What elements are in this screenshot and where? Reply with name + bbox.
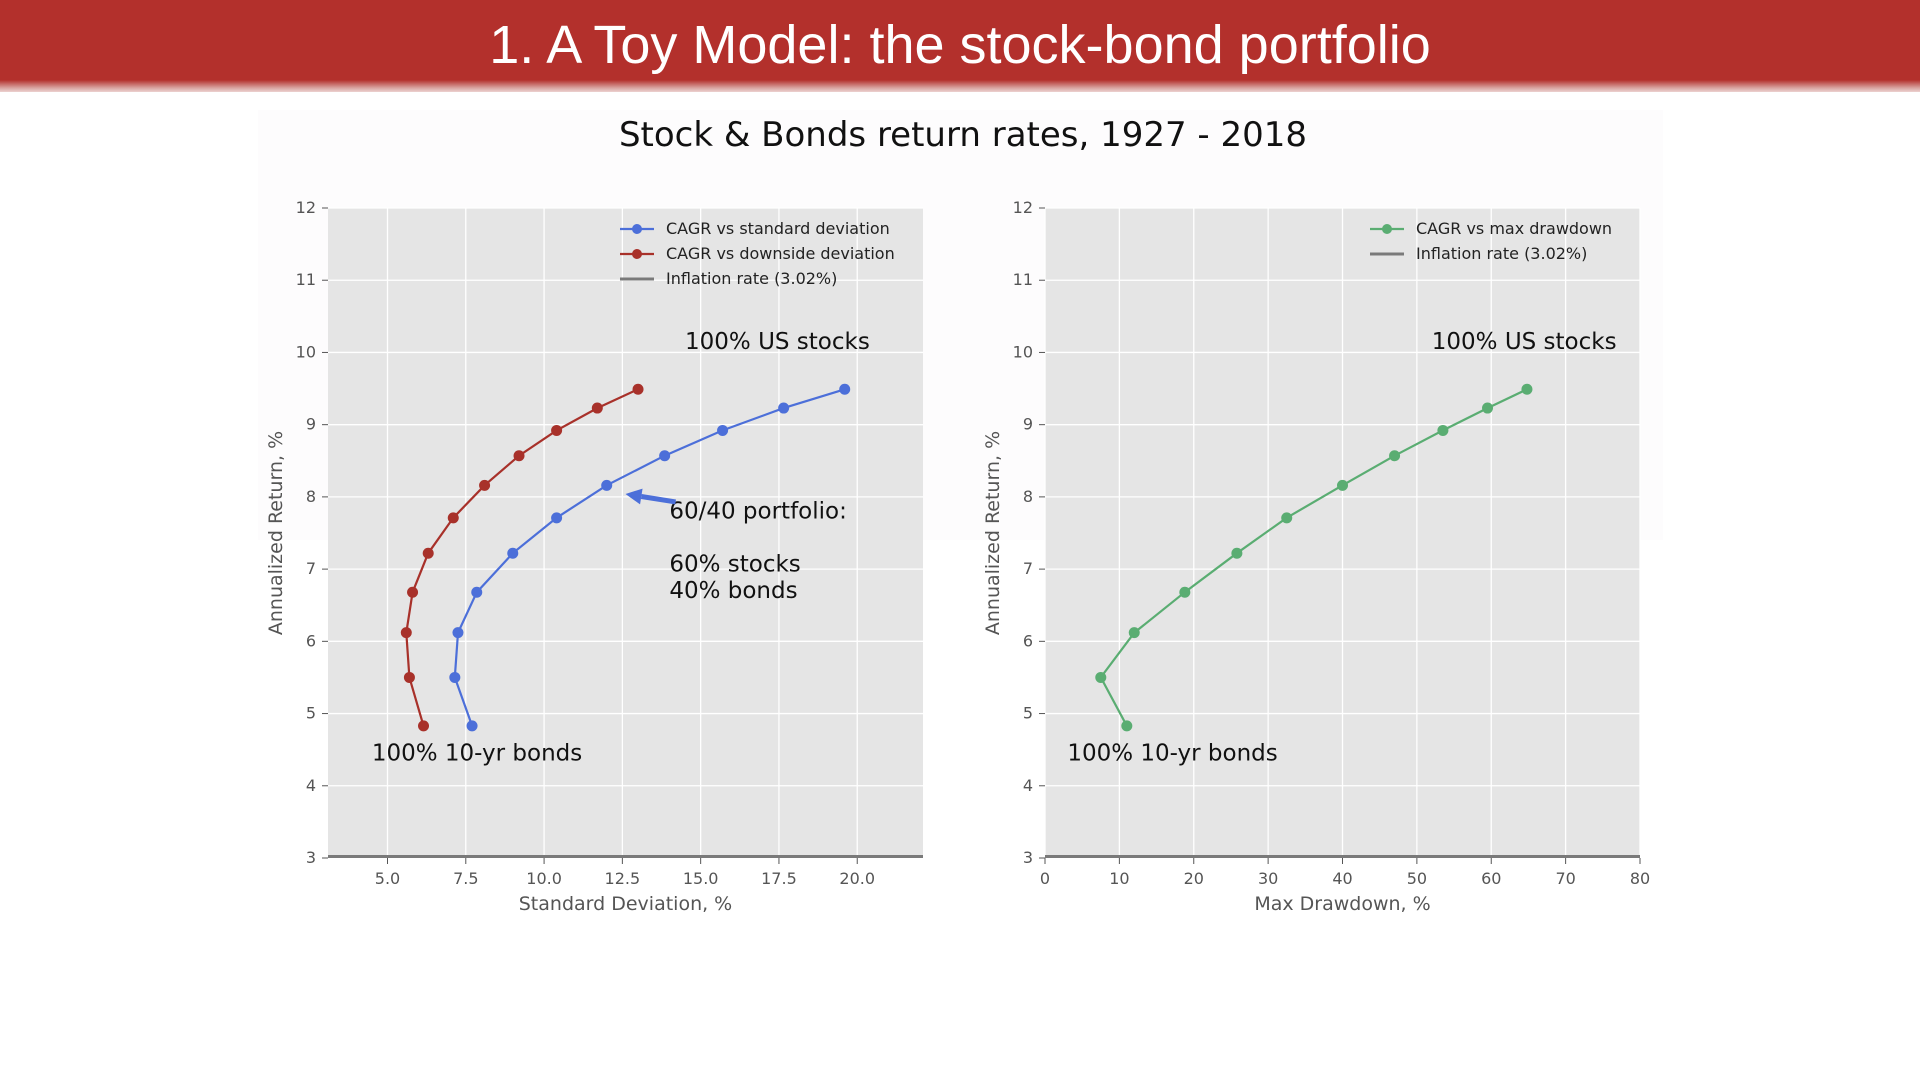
slide-title: 1. A Toy Model: the stock-bond portfolio (489, 15, 1431, 75)
std-y-tick-label: 5 (306, 704, 316, 723)
std-x-tick-label: 7.5 (453, 869, 478, 888)
dd-y-tick-label: 9 (1023, 415, 1033, 434)
std-y-tick-label: 10 (296, 342, 316, 361)
dd-series-0-point (1121, 720, 1133, 732)
std-series-1-point (400, 627, 412, 639)
std-series-1-point (479, 479, 491, 491)
dd-annotation: 100% US stocks (1432, 329, 1617, 355)
dd-y-tick-label: 4 (1023, 776, 1033, 795)
std-series-1-point (513, 450, 525, 462)
dd-y-tick-label: 5 (1023, 704, 1033, 723)
std-series-0-point (471, 586, 483, 598)
std-plot-area (328, 208, 923, 858)
dd-legend-label-0: CAGR vs max drawdown (1416, 219, 1612, 238)
dd-x-tick-label: 10 (1109, 869, 1129, 888)
std-series-1-point (422, 547, 434, 559)
std-legend-label-0: CAGR vs standard deviation (666, 219, 890, 238)
std-x-tick-label: 20.0 (839, 869, 875, 888)
std-series-0-point (659, 450, 671, 462)
dd-legend-marker-0 (1382, 224, 1392, 234)
figure-suptitle: Stock & Bonds return rates, 1927 - 2018 (619, 115, 1307, 155)
dd-x-tick-label: 40 (1332, 869, 1352, 888)
std-y-tick-label: 6 (306, 631, 316, 650)
std-series-0-point (551, 512, 563, 524)
std-annotation: 100% US stocks (685, 329, 870, 355)
std-series-1-point (632, 383, 644, 395)
std-legend-label-1: CAGR vs downside deviation (666, 244, 895, 263)
dd-series-0-point (1482, 402, 1494, 414)
std-legend-label-2: Inflation rate (3.02%) (666, 269, 837, 288)
dd-x-tick-label: 70 (1555, 869, 1575, 888)
dd-y-tick-label: 7 (1023, 559, 1033, 578)
dd-series-0-point (1521, 383, 1533, 395)
std-x-tick-label: 10.0 (526, 869, 562, 888)
std-series-1-point (407, 586, 419, 598)
std-series-1-point (591, 402, 603, 414)
std-series-1-point (418, 720, 430, 732)
std-series-1-point (447, 512, 459, 524)
std-x-axis-label: Standard Deviation, % (519, 893, 733, 915)
dd-y-axis-label: Annualized Return, % (982, 431, 1004, 635)
dd-x-tick-label: 20 (1184, 869, 1204, 888)
dd-y-tick-label: 11 (1013, 270, 1033, 289)
dd-x-tick-label: 60 (1481, 869, 1501, 888)
chart-std-deviation: 5.0 7.5 10.0 12.5 15.0 17.5 20.0 3 4 5 6 7 8 9 10 11 12 S… (265, 198, 923, 915)
std-legend-marker-0 (632, 224, 642, 234)
std-x-tick-label: 5.0 (375, 869, 400, 888)
std-x-tick-label: 15.0 (683, 869, 719, 888)
std-y-tick-label: 7 (306, 559, 316, 578)
dd-series-0-point (1095, 671, 1107, 683)
std-x-tick-label: 12.5 (605, 869, 641, 888)
dd-annotation: 100% 10-yr bonds (1067, 741, 1277, 767)
std-annotation-arrow-shaft (640, 494, 676, 505)
dd-series-0-point (1179, 586, 1191, 598)
std-series-1-point (403, 671, 415, 683)
std-annotation: 100% 10-yr bonds (372, 741, 582, 767)
dd-legend-label-1: Inflation rate (3.02%) (1416, 244, 1587, 263)
std-legend-marker-1 (632, 249, 642, 259)
dd-y-tick-label: 12 (1013, 198, 1033, 217)
std-series-0-point (507, 547, 519, 559)
std-annotation: 40% bonds (669, 578, 797, 604)
dd-x-axis-label: Max Drawdown, % (1254, 893, 1430, 915)
dd-x-tick-label: 0 (1040, 869, 1050, 888)
std-y-tick-label: 8 (306, 487, 316, 506)
std-annotation-arrow-head (625, 488, 643, 505)
std-y-tick-label: 11 (296, 270, 316, 289)
dd-series-0-point (1389, 450, 1401, 462)
dd-y-tick-label: 10 (1013, 342, 1033, 361)
dd-y-tick-label: 8 (1023, 487, 1033, 506)
dd-series-0-point (1231, 547, 1243, 559)
std-y-tick-label: 9 (306, 415, 316, 434)
std-series-0-point (717, 424, 729, 436)
std-series-1-point (551, 424, 563, 436)
std-y-tick-label: 12 (296, 198, 316, 217)
std-series-0-point (466, 720, 478, 732)
dd-series-0-point (1128, 627, 1140, 639)
dd-series-0-point (1281, 512, 1293, 524)
std-series-0-point (778, 402, 790, 414)
std-y-tick-label: 3 (306, 848, 316, 867)
dd-y-tick-label: 3 (1023, 848, 1033, 867)
std-x-tick-label: 17.5 (761, 869, 797, 888)
title-bar (0, 0, 1920, 92)
dd-series-0-point (1437, 424, 1449, 436)
std-series-0-point (452, 627, 464, 639)
dd-x-tick-label: 80 (1630, 869, 1650, 888)
std-series-0-point (839, 383, 851, 395)
dd-y-tick-label: 6 (1023, 631, 1033, 650)
std-annotation: 60% stocks (669, 551, 800, 577)
std-y-axis-label: Annualized Return, % (265, 431, 287, 635)
std-series-0-point (601, 479, 613, 491)
chart-max-drawdown: 0 10 20 30 40 50 60 70 80 3 4 5 6 7 8 9 10 11 12 Max Drawdo… (982, 198, 1650, 915)
dd-x-tick-label: 30 (1258, 869, 1278, 888)
dd-x-tick-label: 50 (1407, 869, 1427, 888)
std-series-0-point (449, 671, 461, 683)
dd-series-0-point (1337, 479, 1348, 491)
std-annotation: 60/40 portfolio: (669, 499, 847, 525)
std-y-tick-label: 4 (306, 776, 316, 795)
